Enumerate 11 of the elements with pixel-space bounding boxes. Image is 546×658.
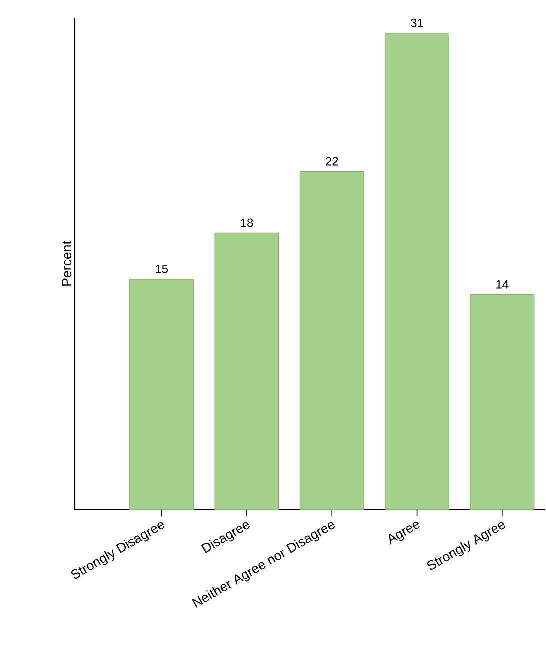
y-axis-title: Percent <box>62 241 72 286</box>
bar <box>470 294 535 510</box>
bar <box>214 232 280 510</box>
bar <box>130 279 194 510</box>
data-label: 18 <box>241 218 254 228</box>
bar <box>300 171 365 510</box>
data-label: 15 <box>156 264 168 274</box>
bar <box>385 33 450 510</box>
data-label: 31 <box>411 18 424 28</box>
data-label: 14 <box>496 280 509 289</box>
data-label: 22 <box>326 157 338 166</box>
